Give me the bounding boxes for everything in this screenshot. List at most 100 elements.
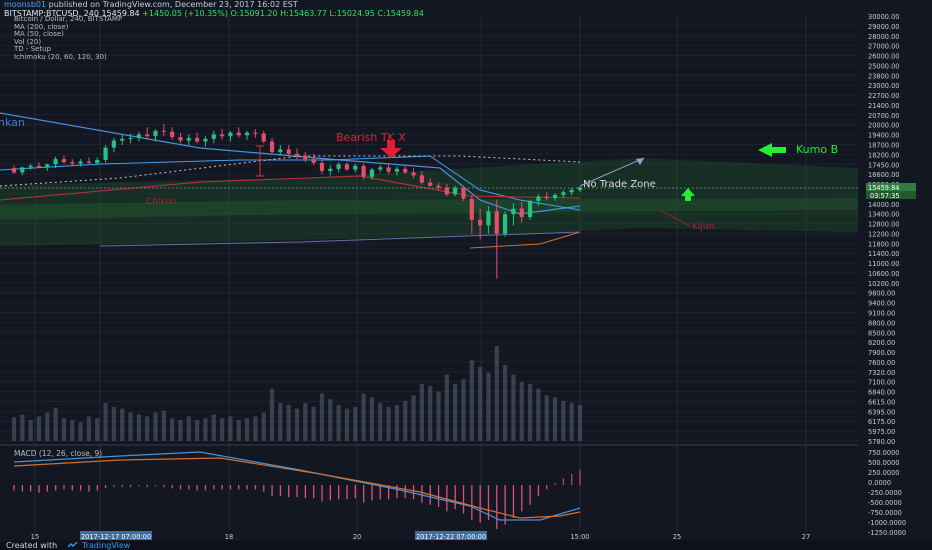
macd-hist-bar [571, 474, 573, 485]
time-tick-label: 15:00 [570, 533, 589, 541]
legend-item[interactable]: MA (200, close) [14, 22, 69, 31]
macd-hist-bar [562, 478, 565, 485]
volume-bar [436, 391, 441, 441]
macd-hist-bar [113, 485, 115, 488]
price-tick-label: 6615.00 [868, 398, 895, 406]
candle-body [344, 164, 350, 170]
macd-tick-label: 750.0000 [868, 449, 899, 457]
macd-hist-bar [454, 485, 456, 510]
volume-bar [145, 416, 150, 441]
macd-hist-bar [263, 485, 265, 492]
legend-item[interactable]: Vol (20) [14, 37, 42, 46]
axis-background [858, 16, 932, 541]
macd-hist-bar [446, 485, 448, 512]
volume-bar [95, 418, 100, 441]
time-tick-label: 25 [673, 533, 681, 541]
volume-bar [353, 406, 358, 441]
macd-hist-bar [96, 485, 98, 491]
macd-hist-bar [479, 485, 481, 523]
macd-hist-bar [412, 485, 415, 500]
last-price-badge [866, 183, 916, 191]
price-tick-label: 10200.00 [868, 280, 899, 288]
tradingview-link[interactable]: TradingView [82, 541, 131, 550]
volume-bar [561, 401, 566, 441]
macd-pane [13, 451, 581, 529]
published-text: published on TradingView.com, December 2… [48, 0, 298, 9]
volume-bar [253, 416, 258, 441]
candle-body [178, 137, 183, 141]
bearish-arrow-stem [387, 140, 395, 148]
macd-hist-bar [188, 485, 190, 490]
price-tick-label: 26000.00 [868, 53, 899, 61]
author-link[interactable]: moonsb01 [4, 0, 47, 9]
price-tick-label: 11000.00 [868, 260, 899, 268]
macd-hist-bar [63, 485, 65, 490]
candle-body [336, 164, 341, 169]
candle-body [411, 172, 416, 176]
macd-hist-bar [279, 485, 282, 496]
time-tick-label: 27 [802, 533, 810, 541]
macd-hist-bar [246, 485, 248, 490]
price-tick-label: 8800.00 [868, 319, 895, 327]
price-tick-label: 22700.00 [868, 92, 899, 100]
macd-hist-bar [204, 485, 207, 491]
candle-body [386, 167, 391, 172]
candle-body [103, 147, 108, 160]
legend-item[interactable]: TD - Setup [14, 45, 52, 54]
volume-bar [153, 412, 158, 441]
candle-body [95, 160, 100, 163]
last-price: 15459.84 [101, 9, 140, 18]
low-value: L:15024.95 [329, 9, 375, 18]
price-tick-label: 19400.00 [868, 132, 899, 140]
candle-body [436, 185, 441, 188]
volume-bar [120, 408, 125, 441]
candle-body [186, 137, 191, 141]
legend-item[interactable]: MA (50, close) [14, 30, 64, 39]
volume-bar [136, 414, 141, 441]
price-tick-label: 9800.00 [868, 290, 895, 298]
volume-bar [28, 420, 33, 441]
volume-bar [494, 346, 499, 441]
kumo-arrow-stem [772, 147, 786, 153]
trend-arrow [579, 157, 645, 187]
volume-bar [294, 408, 300, 441]
macd-hist-bar [146, 485, 148, 488]
candle-body [569, 190, 574, 193]
candle-body [469, 198, 474, 220]
tenkan-label: nkan [0, 116, 25, 129]
macd-hist-bar [179, 485, 182, 490]
volume-bar [486, 372, 491, 441]
bearish-arrow [380, 148, 402, 158]
legend-item[interactable]: Ichimoku (20, 60, 120, 30) [14, 52, 107, 61]
volume-bar [195, 420, 200, 441]
volume-bar [70, 420, 75, 441]
macd-hist-bar [487, 485, 490, 521]
macd-hist-bar [346, 485, 348, 500]
price-tick-label: 9400.00 [868, 300, 895, 308]
macd-hist-bar [163, 485, 165, 488]
volume-bar [186, 416, 191, 441]
candle-body [444, 187, 449, 195]
macd-hist-bar [21, 485, 24, 492]
price-tick-label: 7600.00 [868, 359, 895, 367]
publish-header: moonsb01 published on TradingView.com, D… [0, 0, 932, 16]
time-tick-label: 2017-12-17 07:00:00 [81, 533, 151, 541]
macd-hist-bar [338, 485, 340, 500]
macd-hist-bar [296, 485, 298, 498]
macd-hist-bar [71, 485, 73, 491]
candle-body [486, 211, 491, 226]
candle-body [145, 134, 150, 137]
macd-hist-bar [254, 485, 257, 490]
macd-hist-bar [30, 485, 32, 492]
candle-body [394, 168, 399, 172]
ma-dotted [0, 155, 581, 187]
macd-label[interactable]: MACD (12, 26, close, 9) [14, 449, 103, 458]
candle-body [28, 165, 33, 168]
legend-item[interactable]: Bitcoin / Dollar, 240, BITSTAMP [14, 15, 123, 23]
price-tick-label: 6395.00 [868, 408, 895, 416]
cloud-inner [0, 198, 858, 220]
price-tick-label: 20700.00 [868, 112, 899, 120]
volume-bar [536, 388, 541, 441]
